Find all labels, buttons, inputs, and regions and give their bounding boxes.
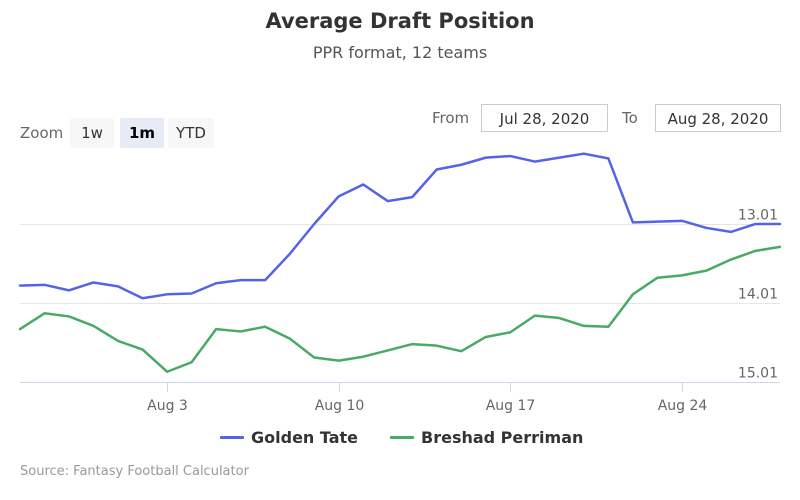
series-line-breshad-perriman[interactable] [18,245,782,373]
legend-item-breshad-perriman[interactable]: Breshad Perriman [390,424,583,450]
data-point-breshad-perriman[interactable] [654,275,660,281]
data-point-golden-tate[interactable] [360,181,366,187]
data-point-golden-tate[interactable] [409,194,415,200]
data-point-breshad-perriman[interactable] [409,341,415,347]
data-point-golden-tate[interactable] [17,283,23,289]
from-date-input[interactable]: Jul 28, 2020 [481,104,608,132]
data-point-golden-tate[interactable] [654,219,660,225]
data-point-breshad-perriman[interactable] [17,326,23,332]
grid-layer [20,224,780,383]
data-point-golden-tate[interactable] [189,291,195,297]
data-point-breshad-perriman[interactable] [777,244,783,250]
data-point-golden-tate[interactable] [703,225,709,231]
data-point-golden-tate[interactable] [434,166,440,172]
x-tick-label: Aug 24 [658,398,708,414]
legend-label-breshad-perriman: Breshad Perriman [421,427,584,447]
x-tick-label: Aug 17 [486,398,536,414]
data-point-golden-tate[interactable] [679,218,685,224]
data-point-golden-tate[interactable] [581,151,587,157]
y-tick-label: 13.01 [738,208,778,224]
x-axis: Aug 3 Aug 10 Aug 17 Aug 24 [20,382,780,414]
series-layer [17,151,783,375]
data-point-breshad-perriman[interactable] [679,272,685,278]
data-point-breshad-perriman[interactable] [66,313,72,319]
data-point-golden-tate[interactable] [42,282,48,288]
series-breshad-perriman [17,244,783,375]
data-point-breshad-perriman[interactable] [752,248,758,254]
data-point-golden-tate[interactable] [262,277,268,283]
from-label: From [432,109,470,127]
data-point-golden-tate[interactable] [556,155,562,161]
data-point-golden-tate[interactable] [336,193,342,199]
legend-swatch-golden-tate [220,435,244,439]
data-point-breshad-perriman[interactable] [213,326,219,332]
data-point-breshad-perriman[interactable] [42,310,48,316]
data-point-breshad-perriman[interactable] [483,334,489,340]
data-point-golden-tate[interactable] [630,219,636,225]
data-point-breshad-perriman[interactable] [91,323,97,329]
to-label: To [622,109,638,127]
data-point-breshad-perriman[interactable] [140,347,146,353]
series-line-golden-tate[interactable] [18,152,782,300]
data-point-breshad-perriman[interactable] [532,313,538,319]
data-point-breshad-perriman[interactable] [630,291,636,297]
y-tick-label: 14.01 [738,287,778,303]
data-point-breshad-perriman[interactable] [336,358,342,364]
zoom-1w-button[interactable]: 1w [70,118,114,148]
data-point-golden-tate[interactable] [605,155,611,161]
data-point-breshad-perriman[interactable] [581,323,587,329]
y-axis-labels: 13.01 14.01 15.01 [738,208,778,382]
data-point-breshad-perriman[interactable] [385,347,391,353]
data-point-golden-tate[interactable] [213,280,219,286]
data-point-breshad-perriman[interactable] [728,257,734,263]
x-tick-label: Aug 3 [147,398,188,414]
data-point-breshad-perriman[interactable] [287,336,293,342]
data-point-golden-tate[interactable] [507,153,513,159]
legend-swatch-breshad-perriman [390,435,414,439]
data-point-golden-tate[interactable] [91,279,97,285]
data-point-breshad-perriman[interactable] [507,329,513,335]
data-point-breshad-perriman[interactable] [556,315,562,321]
chart-title: Average Draft Position [265,9,535,33]
series-golden-tate [17,151,782,301]
data-point-golden-tate[interactable] [483,155,489,161]
data-point-breshad-perriman[interactable] [434,343,440,349]
data-point-golden-tate[interactable] [287,251,293,257]
data-point-breshad-perriman[interactable] [605,324,611,330]
zoom-ytd-button[interactable]: YTD [168,118,214,148]
legend-label-golden-tate: Golden Tate [251,427,359,447]
data-point-golden-tate[interactable] [66,287,72,293]
data-point-breshad-perriman[interactable] [311,355,317,361]
zoom-1m-button[interactable]: 1m [120,118,164,148]
data-point-breshad-perriman[interactable] [115,338,121,344]
data-point-golden-tate[interactable] [164,291,170,297]
data-point-breshad-perriman[interactable] [703,268,709,274]
x-tick-label: Aug 10 [315,398,365,414]
to-date-input[interactable]: Aug 28, 2020 [655,104,781,132]
chart-credits: Source: Fantasy Football Calculator [20,464,249,479]
data-point-breshad-perriman[interactable] [189,359,195,365]
y-tick-label: 15.01 [738,366,778,382]
data-point-breshad-perriman[interactable] [458,348,464,354]
legend-item-golden-tate[interactable]: Golden Tate [220,424,358,450]
data-point-golden-tate[interactable] [458,162,464,168]
data-point-breshad-perriman[interactable] [164,369,170,375]
chart-subtitle: PPR format, 12 teams [312,43,488,62]
data-point-golden-tate[interactable] [532,159,538,165]
data-point-breshad-perriman[interactable] [238,328,244,334]
data-point-golden-tate[interactable] [140,295,146,301]
data-point-breshad-perriman[interactable] [360,354,366,360]
data-point-golden-tate[interactable] [311,221,317,227]
data-point-golden-tate[interactable] [728,229,734,235]
data-point-breshad-perriman[interactable] [262,324,268,330]
data-point-golden-tate[interactable] [238,277,244,283]
zoom-label: Zoom [20,124,64,142]
data-point-golden-tate[interactable] [115,283,121,289]
data-point-golden-tate[interactable] [385,198,391,204]
